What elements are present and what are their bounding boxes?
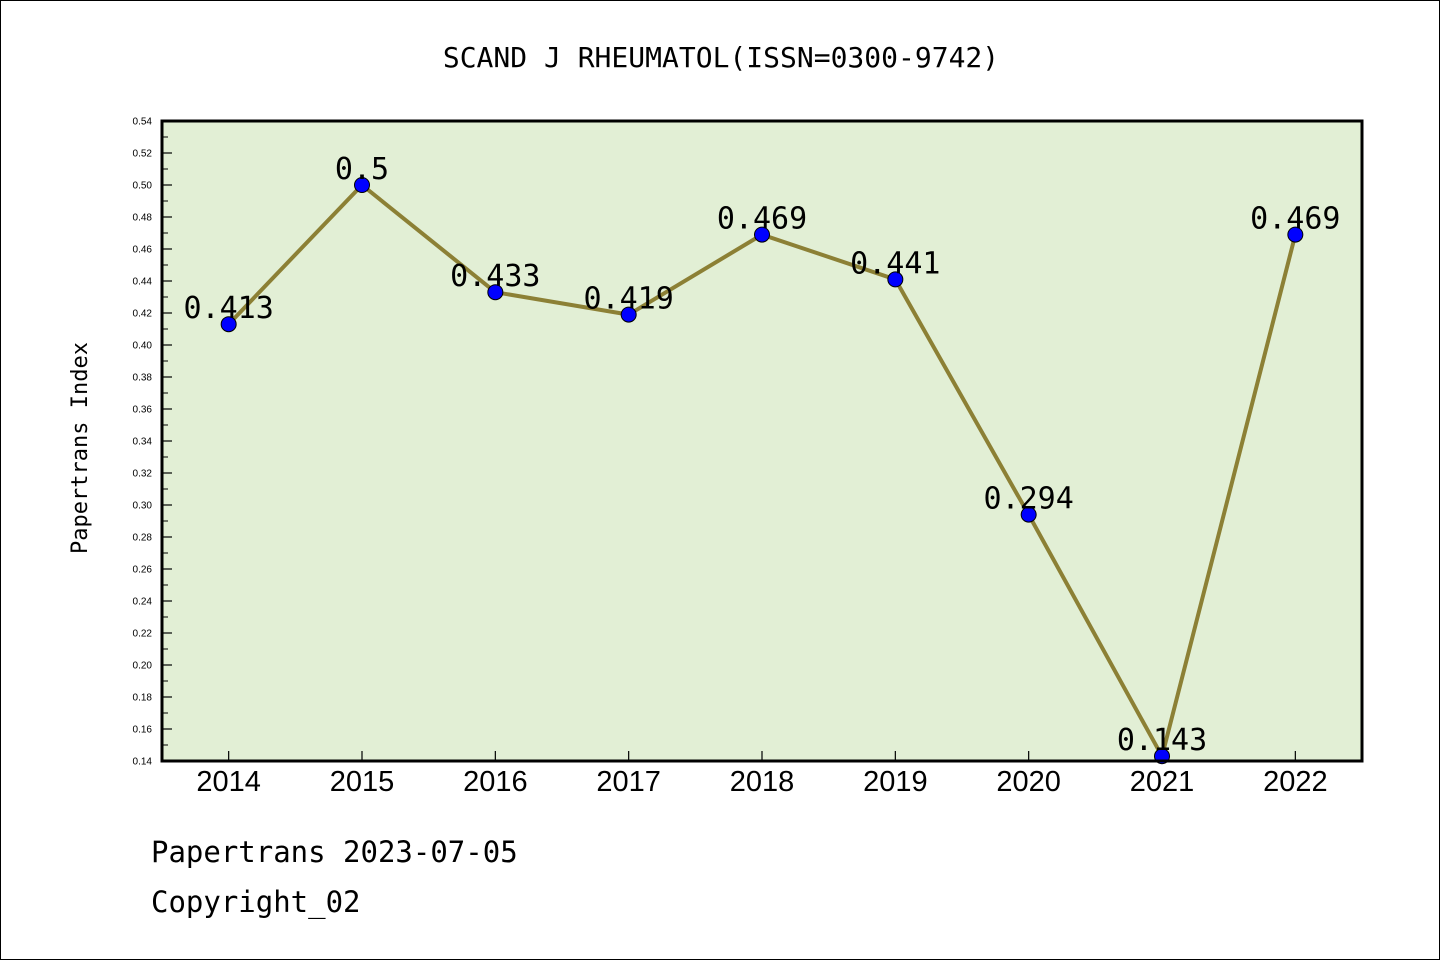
x-tick-label: 2018 [730, 766, 795, 798]
data-label: 0.419 [584, 282, 674, 317]
data-point [220, 316, 237, 333]
data-label: 0.433 [450, 259, 540, 294]
y-tick-label: 0.52 [133, 149, 153, 160]
y-axis-label: Papertrans Index [68, 342, 93, 554]
y-tick-label: 0.28 [133, 533, 153, 544]
data-label: 0.143 [1117, 723, 1207, 758]
y-tick-label: 0.30 [133, 501, 153, 512]
data-point [620, 306, 637, 323]
x-tick-label: 2014 [196, 766, 261, 798]
y-tick-label: 0.16 [133, 725, 153, 736]
footer-source-line: Papertrans 2023-07-05 [151, 835, 518, 869]
data-label: 0.441 [850, 246, 940, 281]
y-tick-label: 0.32 [133, 469, 153, 480]
y-tick-label: 0.42 [133, 309, 153, 320]
x-tick-label: 2022 [1263, 766, 1328, 798]
y-tick-label: 0.48 [133, 213, 153, 224]
data-point [1287, 226, 1304, 243]
data-point [754, 226, 770, 243]
data-point [487, 284, 504, 301]
y-tick-label: 0.36 [133, 405, 153, 416]
y-tick-label: 0.44 [133, 277, 153, 288]
y-tick-label: 0.18 [133, 693, 153, 704]
data-point [1020, 506, 1037, 523]
y-tick-label: 0.24 [133, 597, 153, 608]
y-tick-label: 0.14 [133, 757, 153, 768]
y-tick-label: 0.54 [133, 117, 153, 128]
x-tick-label: 2015 [330, 766, 395, 798]
footer-copyright: Copyright_02 [151, 885, 361, 919]
y-tick-label: 0.40 [133, 341, 153, 352]
x-tick-label: 2016 [463, 766, 528, 798]
data-label: 0.413 [184, 291, 274, 326]
data-point [354, 177, 370, 193]
x-tick-label: 2017 [596, 766, 661, 798]
y-tick-label: 0.34 [133, 437, 153, 448]
y-tick-label: 0.50 [133, 181, 153, 192]
data-label: 0.469 [717, 202, 807, 237]
chart-title: SCAND J RHEUMATOL(ISSN=0300-9742) [443, 41, 999, 74]
data-point [887, 271, 904, 288]
y-tick-label: 0.46 [133, 245, 153, 256]
x-tick-label: 2020 [996, 766, 1061, 798]
y-tick-label: 0.22 [133, 629, 153, 640]
y-tick-label: 0.20 [133, 661, 153, 672]
series-layer: 0.413 0.5 0.433 0.419 0.469 0.441 0.294 0.143 0.… [184, 152, 1340, 765]
plot-border [160, 119, 1364, 763]
y-tick-label: 0.38 [133, 373, 153, 384]
data-label: 0.5 [335, 152, 389, 187]
data-label: 0.469 [1250, 202, 1340, 237]
x-tick-label: 2019 [863, 766, 928, 798]
x-tick-label: 2021 [1130, 766, 1195, 798]
x-axis-ticks: 2014 2015 2016 2017 2018 2019 2020 2021 2022 [196, 751, 1328, 798]
y-tick-label: 0.26 [133, 565, 153, 576]
data-label: 0.294 [984, 482, 1074, 517]
